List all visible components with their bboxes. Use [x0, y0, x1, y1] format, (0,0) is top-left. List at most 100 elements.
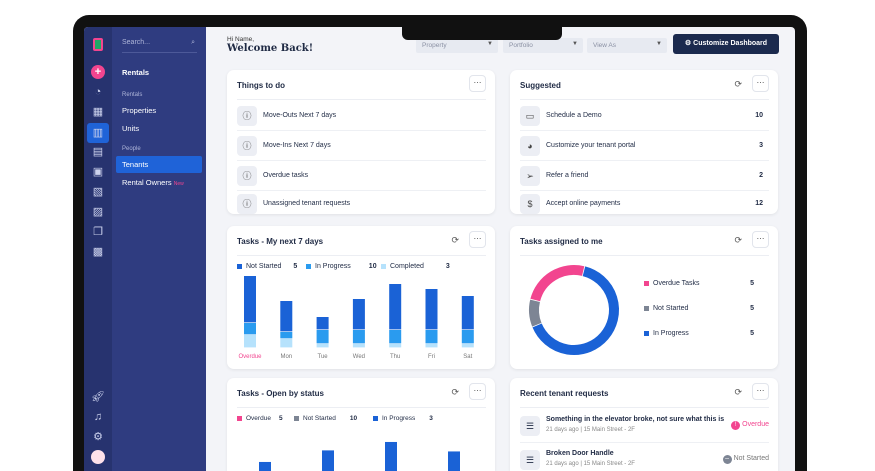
legend-swatch	[237, 264, 242, 269]
bar-thu-in-progress	[389, 330, 402, 344]
add-icon[interactable]: +	[91, 65, 105, 79]
bar-wed-completed	[352, 344, 365, 348]
list-item[interactable]: ▭ Schedule a Demo 10	[520, 101, 769, 131]
bar-mon-in-progress	[280, 332, 293, 339]
customize-dashboard-button[interactable]: ⚙ Customize Dashboard	[673, 34, 779, 54]
status-label: Not Started	[733, 455, 769, 462]
legend-label: Overdue	[246, 415, 271, 422]
request-row[interactable]: ☰ Broken Door Handle 21 days ago | 15 Ma…	[520, 443, 769, 471]
legend-count: 5	[278, 415, 283, 422]
item-label: Accept online payments	[546, 200, 621, 207]
sidebar-item-rental-owners[interactable]: Rental Owners New	[122, 178, 184, 187]
card-title: Tasks assigned to me	[520, 237, 603, 246]
tasks-status-card: Tasks - Open by status ⟳ ⋯ Overdue 5 Not …	[227, 378, 495, 471]
dashboard-icon[interactable]: ◔	[94, 86, 102, 98]
legend-swatch	[294, 416, 299, 421]
tasks-icon[interactable]: ▣	[92, 166, 104, 178]
gear-icon[interactable]: ⚙	[93, 431, 103, 443]
list-item[interactable]: ◕ Customize your tenant portal 3	[520, 131, 769, 161]
refresh-icon[interactable]: ⟳	[451, 387, 459, 397]
refresh-icon[interactable]: ⟳	[451, 235, 459, 245]
icon-rail: + ◔ ▦ ▥ ▤ ▣ ▧ ▨ ❐ ▩ 🚀︎ ♫ ⚙	[84, 27, 112, 471]
status-badge: – Not Started	[722, 455, 769, 464]
refresh-icon[interactable]: ⟳	[734, 79, 742, 89]
sidebar-item-tenants[interactable]: Tenants	[116, 156, 202, 173]
card-title: Recent tenant requests	[520, 389, 609, 398]
view-as-select[interactable]: View As ▼	[587, 38, 667, 53]
request-title: Broken Door Handle	[546, 450, 614, 457]
legend-in-progress: In Progress 10	[306, 263, 377, 270]
donut-slice-in-progress	[532, 266, 619, 355]
more-button[interactable]: ⋯	[469, 75, 486, 92]
list-item[interactable]: ⓘ Overdue tasks	[237, 161, 486, 191]
item-label: Schedule a Demo	[546, 112, 602, 119]
checklist-icon: ☰	[520, 450, 540, 470]
request-row[interactable]: ☰ Something in the elevator broke, not s…	[520, 409, 769, 443]
portfolio-label: Portfolio	[509, 42, 533, 49]
lease-icon[interactable]: ▤	[92, 146, 104, 158]
list-item[interactable]: $ Accept online payments 12	[520, 191, 769, 214]
refresh-icon[interactable]: ⟳	[734, 235, 742, 245]
info-icon: ⓘ	[237, 105, 257, 126]
x-tick-label: Sat	[463, 354, 472, 360]
list-item[interactable]: ⓘ Move-Ins Next 7 days	[237, 131, 486, 161]
bar-tue-completed	[316, 344, 329, 348]
building-icon[interactable]: ▦	[92, 106, 104, 118]
bar-overdue-completed	[244, 335, 256, 348]
bar-overdue-not-started	[244, 276, 256, 323]
bar-mon-completed	[280, 339, 293, 348]
list-item[interactable]: ➢ Refer a friend 2	[520, 161, 769, 191]
search-input[interactable]: Search... ⌕	[122, 39, 197, 53]
refresh-icon[interactable]: ⟳	[734, 387, 742, 397]
logo-icon	[93, 38, 103, 51]
status-bar	[259, 461, 271, 471]
files-icon[interactable]: ❐	[93, 226, 103, 238]
sidebar-item-units[interactable]: Units	[122, 124, 140, 133]
card-title: Tasks - Open by status	[237, 389, 324, 398]
more-button[interactable]: ⋯	[469, 383, 486, 400]
legend-count: 10	[349, 415, 358, 422]
more-button[interactable]: ⋯	[469, 231, 486, 248]
legend-label: Completed	[390, 263, 424, 270]
item-count: 3	[759, 142, 763, 149]
divider	[520, 99, 769, 100]
legend-count: 3	[445, 263, 450, 270]
legend-label: Not Started	[303, 415, 336, 422]
card-title: Suggested	[520, 81, 561, 90]
legend-count: 5	[750, 330, 754, 337]
x-tick-label: Tue	[318, 354, 329, 360]
legend-count: 5	[293, 263, 298, 270]
sidebar-item-properties[interactable]: Properties	[122, 106, 157, 115]
avatar[interactable]	[91, 450, 105, 464]
rentals-icon[interactable]: ▥	[87, 123, 109, 143]
x-tick-label: Wed	[353, 354, 365, 360]
bell-icon[interactable]: ♫	[93, 411, 103, 423]
recent-requests-card: Recent tenant requests ⟳ ⋯ ☰ Something i…	[510, 378, 778, 471]
legend-label: In Progress	[315, 263, 351, 270]
search-icon[interactable]: ⌕	[191, 39, 195, 46]
payment-icon: $	[520, 194, 540, 214]
bar-chart	[259, 441, 460, 471]
communication-icon[interactable]: ▩	[92, 246, 104, 258]
more-button[interactable]: ⋯	[752, 75, 769, 92]
portfolio-select[interactable]: Portfolio ▼	[503, 38, 583, 53]
rocket-icon[interactable]: 🚀︎	[91, 391, 105, 403]
accounting-icon[interactable]: ▧	[92, 186, 104, 198]
legend-count: 5	[750, 280, 754, 287]
bar-wed-in-progress	[352, 330, 365, 344]
legend-overdue: Overdue 5	[237, 415, 283, 422]
item-count: 12	[755, 200, 763, 207]
more-button[interactable]: ⋯	[752, 383, 769, 400]
reports-icon[interactable]: ▨	[92, 206, 104, 218]
tasks-week-card: Tasks - My next 7 days ⟳ ⋯ Not Started 5 …	[227, 226, 495, 369]
customize-label: Customize Dashboard	[693, 40, 768, 47]
send-icon: ➢	[520, 165, 540, 186]
legend-swatch	[306, 264, 311, 269]
gear-icon: ⚙	[684, 40, 692, 47]
list-item[interactable]: ⓘ Unassigned tenant requests	[237, 191, 486, 214]
property-select[interactable]: Property ▼	[416, 38, 498, 53]
bar-wed-not-started	[352, 299, 365, 330]
legend-label: In Progress	[653, 330, 689, 337]
list-item[interactable]: ⓘ Move-Outs Next 7 days	[237, 101, 486, 131]
more-button[interactable]: ⋯	[752, 231, 769, 248]
